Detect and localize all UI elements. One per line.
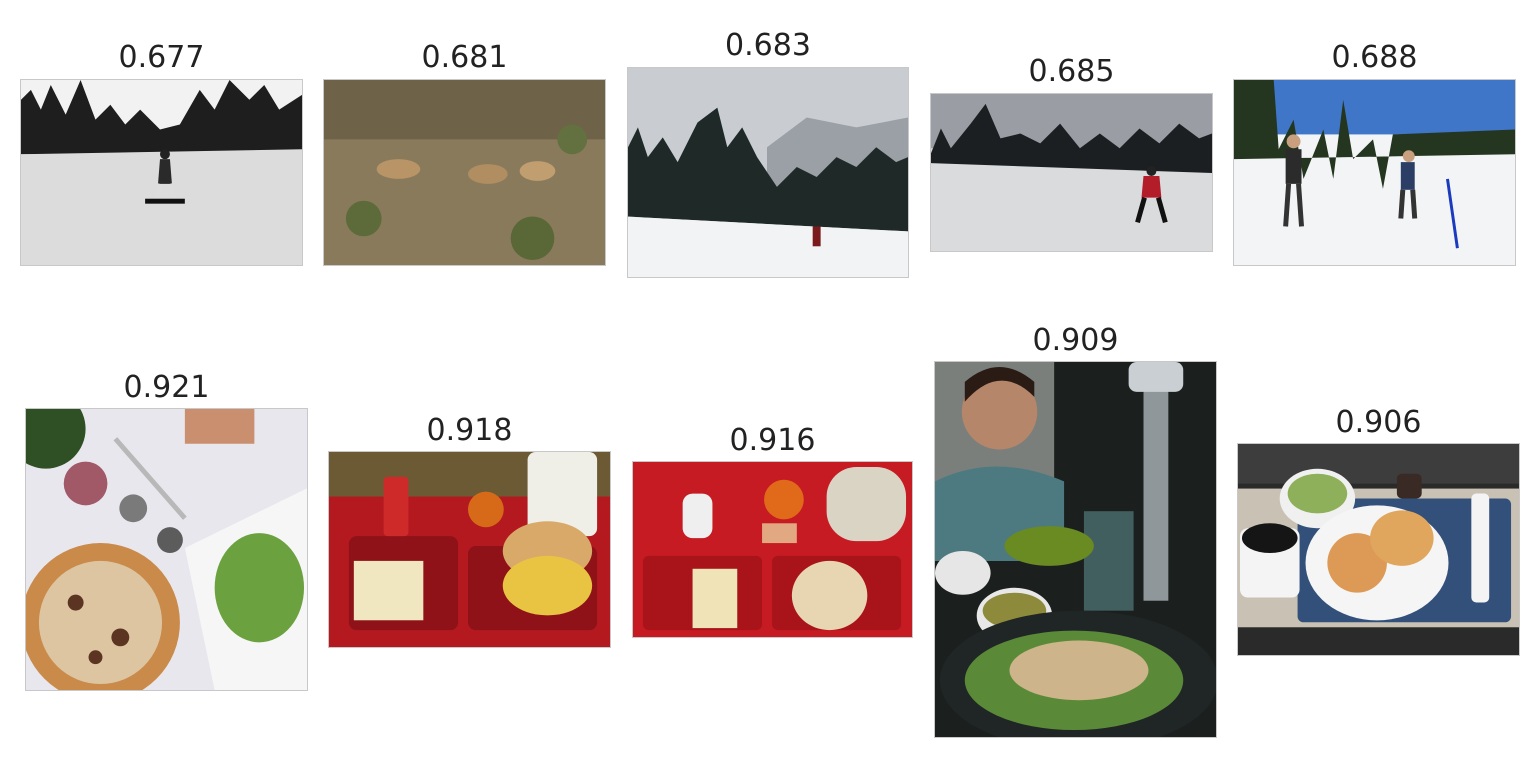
result-cell: 0.683 — [627, 28, 909, 278]
thumbnail-airline-meal — [1237, 443, 1520, 656]
score-label: 0.688 — [1331, 40, 1418, 75]
score-label: 0.906 — [1335, 405, 1422, 440]
thumbnail-man-eating — [934, 361, 1217, 738]
score-label: 0.677 — [118, 40, 205, 75]
score-label: 0.918 — [426, 413, 513, 448]
result-cell: 0.677 — [20, 40, 303, 266]
result-cell: 0.906 — [1237, 405, 1520, 656]
thumbnail-mountain-skier — [627, 67, 909, 278]
score-label: 0.916 — [729, 423, 816, 458]
thumbnail-two-skiers — [1233, 79, 1516, 266]
thumbnail-pizza-table — [25, 408, 308, 691]
result-cell: 0.681 — [323, 40, 606, 266]
score-label: 0.685 — [1028, 54, 1115, 89]
thumbnail-snowboarder — [20, 79, 303, 266]
thumbnail-lunch-tray — [328, 451, 611, 648]
result-cell: 0.909 — [934, 323, 1217, 738]
result-cell: 0.921 — [25, 370, 308, 691]
result-cell: 0.916 — [632, 423, 913, 638]
result-cell: 0.685 — [930, 54, 1213, 252]
score-label: 0.921 — [123, 370, 210, 405]
result-cell: 0.688 — [1233, 40, 1516, 266]
score-label: 0.681 — [421, 40, 508, 75]
result-cell: 0.918 — [328, 413, 611, 648]
thumbnail-sheep — [323, 79, 606, 266]
score-label: 0.683 — [725, 28, 811, 63]
score-label: 0.909 — [1032, 323, 1119, 358]
thumbnail-cross-country-skier — [930, 93, 1213, 252]
thumbnail-lunch-tray-2 — [632, 461, 913, 638]
